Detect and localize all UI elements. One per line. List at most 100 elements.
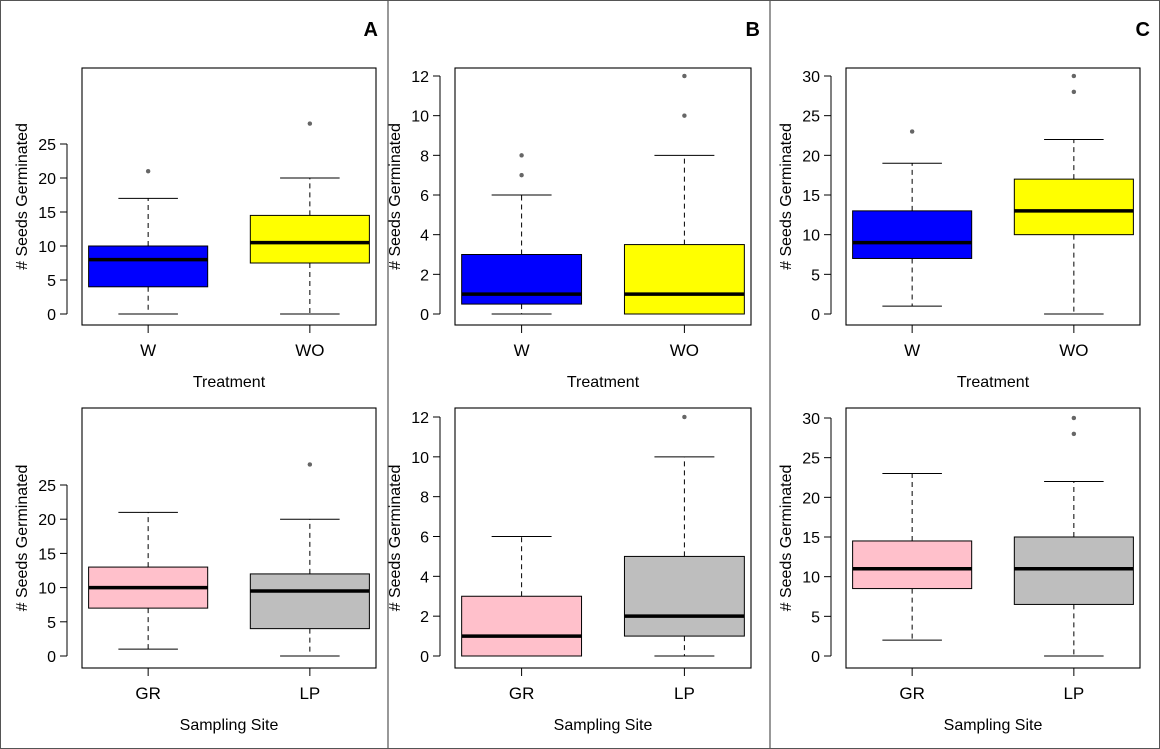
box-w	[461, 153, 583, 315]
x-axis-title: Treatment	[567, 374, 640, 391]
x-tick-label: LP	[674, 684, 695, 703]
y-tick-label: 0	[420, 649, 429, 666]
outlier-point	[519, 172, 524, 178]
box-gr	[461, 536, 583, 657]
x-axis-title: Sampling Site	[944, 717, 1043, 734]
x-tick-label: W	[904, 341, 920, 360]
outlier-point	[1071, 73, 1077, 79]
y-tick-label: 12	[411, 410, 429, 427]
box-w	[88, 168, 209, 315]
plot-a-treatment: 0 5 10 15 20 25 # Seeds Germinated W WO Treatment	[14, 67, 377, 391]
y-tick-label: 15	[802, 530, 820, 547]
y-tick-label: 4	[420, 569, 429, 586]
x-axis-title: Treatment	[957, 374, 1030, 391]
box-lp	[623, 414, 745, 657]
plot-a-sampling-site: 0 5 10 15 20 25 # Seeds Germinated GR LP Sampling…	[14, 407, 377, 734]
y-tick-label: 15	[38, 546, 56, 563]
plot-frame	[845, 67, 1141, 326]
y-tick-label: 10	[802, 228, 820, 245]
y-tick-label: 20	[802, 148, 820, 165]
box-body	[623, 555, 745, 637]
box-wo	[249, 121, 370, 315]
y-tick-label: 25	[38, 478, 56, 495]
y-tick-label: 30	[802, 69, 820, 86]
y-tick-label: 20	[38, 171, 56, 188]
x-tick-label: WO	[1059, 341, 1088, 360]
outlier-point	[909, 129, 915, 134]
box-gr	[852, 473, 973, 641]
box-wo	[623, 73, 745, 315]
outlier-point	[519, 153, 524, 158]
box-body	[623, 244, 745, 315]
x-tick-label: GR	[135, 684, 161, 703]
y-tick-label: 6	[420, 188, 429, 205]
y-tick-label: 8	[420, 148, 429, 165]
y-tick-label: 2	[420, 267, 429, 284]
box-gr	[88, 511, 209, 650]
y-axis-title: # Seeds Germinated	[14, 465, 31, 612]
plot-frame	[81, 67, 377, 326]
outlier-point	[1071, 89, 1077, 95]
outlier-point	[145, 168, 151, 174]
box-body	[1013, 536, 1134, 605]
y-tick-label: 25	[802, 451, 820, 468]
x-tick-label: W	[514, 341, 530, 360]
x-axis-title: Treatment	[193, 374, 266, 391]
box-body	[249, 214, 370, 264]
box-body	[88, 245, 209, 288]
y-tick-label: 10	[411, 450, 429, 467]
plot-b-sampling-site: 0 2 4 6 8 10 12 # Seeds Germinated GR LP Sampling …	[387, 407, 752, 734]
panel-letter-b: B	[746, 19, 760, 41]
y-tick-label: 0	[47, 649, 56, 666]
outlier-point	[682, 113, 687, 118]
plot-c-treatment: 0 5 10 15 20 25 30 # Seeds Germinated W WO Treatme…	[778, 67, 1141, 391]
x-tick-label: LP	[1063, 684, 1084, 703]
y-tick-label: 20	[802, 490, 820, 507]
y-tick-label: 0	[47, 307, 56, 324]
y-tick-label: 20	[38, 512, 56, 529]
y-axis-title: # Seeds Germinated	[778, 465, 795, 612]
x-tick-label: WO	[295, 341, 324, 360]
x-tick-label: GR	[509, 684, 535, 703]
y-tick-label: 5	[47, 615, 56, 632]
box-body	[852, 210, 973, 259]
y-tick-label: 5	[811, 267, 820, 284]
y-tick-label: 12	[411, 69, 429, 86]
box-body	[852, 540, 973, 590]
box-lp	[249, 462, 370, 657]
y-axis-title: # Seeds Germinated	[387, 123, 404, 270]
x-axis-title: Sampling Site	[180, 717, 279, 734]
x-tick-label: GR	[899, 684, 925, 703]
y-tick-label: 10	[411, 109, 429, 126]
y-tick-label: 25	[802, 109, 820, 126]
y-tick-label: 2	[420, 609, 429, 626]
y-tick-label: 8	[420, 490, 429, 507]
y-tick-label: 10	[38, 581, 56, 598]
y-tick-label: 30	[802, 411, 820, 428]
x-tick-label: W	[140, 341, 156, 360]
y-tick-label: 5	[47, 273, 56, 290]
outlier-point	[682, 73, 687, 79]
x-axis-title: Sampling Site	[554, 717, 653, 734]
y-tick-label: 10	[38, 239, 56, 256]
outlier-point	[682, 414, 687, 420]
outlier-point	[307, 462, 313, 467]
box-body	[461, 254, 583, 305]
box-body	[461, 595, 583, 657]
panel-letter-c: C	[1136, 19, 1150, 41]
y-axis-title: # Seeds Germinated	[387, 465, 404, 612]
plot-b-treatment: 0 2 4 6 8 10 12 # Seeds Germinated W WO Treatment	[387, 67, 752, 391]
y-axis-title: # Seeds Germinated	[14, 123, 31, 270]
y-tick-label: 4	[420, 228, 429, 245]
y-tick-label: 5	[811, 609, 820, 626]
outlier-point	[1071, 415, 1077, 421]
y-axis-title: # Seeds Germinated	[778, 123, 795, 270]
y-tick-label: 15	[38, 205, 56, 222]
y-tick-label: 0	[420, 307, 429, 324]
y-tick-label: 0	[811, 649, 820, 666]
plot-frame	[845, 407, 1141, 669]
x-tick-label: WO	[670, 341, 699, 360]
